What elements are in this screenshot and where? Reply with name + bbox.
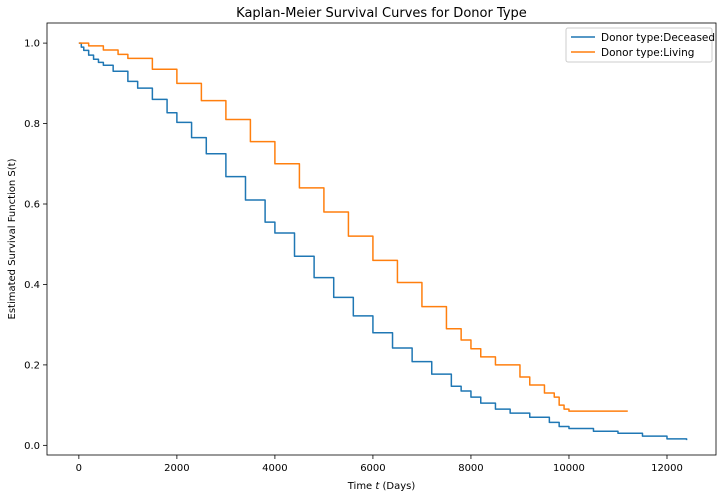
y-tick-label: 0.0	[24, 441, 40, 452]
chart-title: Kaplan-Meier Survival Curves for Donor T…	[236, 6, 527, 21]
series-line-deceased	[78, 42, 688, 441]
x-axis-label-post: (Days)	[379, 481, 415, 492]
legend: Donor type:Deceased Donor type:Living	[565, 27, 715, 63]
x-axis-label-var: t	[375, 481, 380, 492]
y-tick-label: 0.6	[24, 200, 40, 211]
series-line-living	[78, 42, 628, 412]
y-tick-label: 0.8	[24, 119, 40, 130]
axis-layer: 0 2000 4000 6000 8000 10000 12000 0.0 0.2 0.4 0.6 0…	[24, 39, 683, 474]
series-layer	[78, 42, 688, 441]
y-axis-label: Estimated Survival Function S(t)	[7, 158, 18, 319]
x-tick-label: 10000	[553, 463, 585, 474]
x-tick-label: 8000	[458, 463, 483, 474]
x-axis-label-pre: Time	[347, 481, 376, 492]
y-tick-label: 0.2	[24, 360, 40, 371]
x-tick-label: 2000	[164, 463, 189, 474]
x-tick-label: 4000	[262, 463, 287, 474]
y-tick-label: 0.4	[24, 280, 40, 291]
y-tick-label: 1.0	[24, 39, 40, 50]
legend-label-deceased: Donor type:Deceased	[601, 32, 715, 44]
x-tick-label: 0	[76, 463, 82, 474]
legend-box	[565, 27, 713, 63]
x-tick-label: 6000	[360, 463, 385, 474]
plot-border	[46, 22, 717, 456]
legend-label-living: Donor type:Living	[601, 47, 694, 59]
x-axis-label: Time t (Days)	[347, 481, 416, 492]
x-tick-label: 12000	[651, 463, 683, 474]
plot-area	[46, 22, 717, 456]
